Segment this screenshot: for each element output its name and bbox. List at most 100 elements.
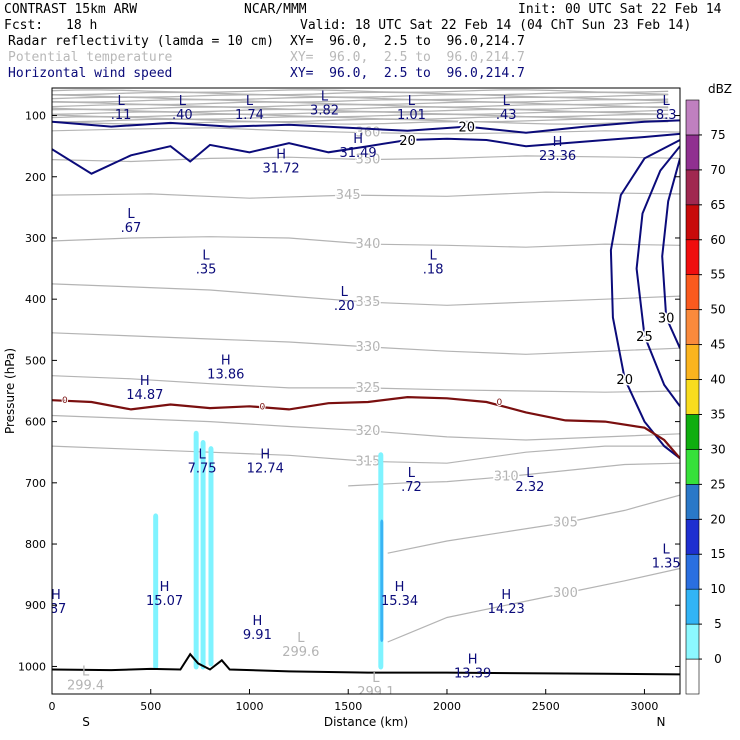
extremum-value: 14.23: [488, 602, 525, 617]
extremum-value: .43: [496, 108, 517, 123]
field-name-wind: Horizontal wind speed: [8, 66, 173, 81]
theta-contour-label: 330: [356, 340, 381, 355]
reflectivity-cell: [380, 519, 384, 642]
theta-contour-line: [387, 567, 680, 643]
x-tick-label: 2500: [532, 700, 560, 713]
extremum-value: 13.86: [207, 368, 244, 383]
theta-contour-line: [52, 127, 680, 135]
freezing-level-label: 0: [259, 402, 265, 412]
colorbar-label: 65: [710, 198, 725, 212]
colorbar-swatch: [685, 553, 700, 590]
theta-contour-line: [52, 283, 680, 306]
org-label: NCAR/MMM: [244, 2, 307, 17]
extremum-value: .35: [196, 262, 217, 277]
extremum-letter: L: [117, 94, 125, 109]
reflectivity-cell: [193, 430, 199, 670]
theta-contour-line: [52, 191, 680, 199]
extremum-value: 299.1: [357, 685, 394, 700]
wind-contour-line: [609, 139, 680, 460]
extremum-letter: H: [468, 652, 478, 667]
colorbar-label: 45: [710, 338, 725, 352]
y-tick-label: 100: [25, 110, 46, 123]
wind-contour-line: [635, 145, 680, 407]
theta-contour-label: 325: [356, 381, 381, 396]
field-xy-wind: XY= 96.0, 2.5 to 96.0,214.7: [290, 66, 525, 81]
extremum-value: 299.4: [67, 679, 104, 694]
extremum-value: 15.34: [381, 594, 418, 609]
theta-contour-line: [52, 155, 680, 163]
theta-contour-line: [52, 332, 680, 355]
extremum-letter: H: [140, 374, 150, 389]
extremum-letter: L: [408, 94, 416, 109]
extremum-value: 12.74: [247, 461, 284, 476]
extremum-value: 2.32: [515, 480, 544, 495]
field-xy-theta: XY= 96.0, 2.5 to 96.0,214.7: [290, 50, 525, 65]
colorbar-swatch: [685, 414, 700, 450]
x-axis-label: Distance (km): [324, 715, 408, 729]
colorbar-label: 15: [710, 547, 725, 561]
extremum-letter: L: [179, 94, 187, 109]
extremum-letter: L: [82, 665, 90, 680]
freezing-level: 0 0 0: [52, 395, 680, 460]
theta-contour-label: 340: [356, 237, 381, 252]
y-tick-label: 200: [25, 171, 46, 184]
upper-theta-line: [52, 96, 669, 101]
extremum-value: 15.07: [146, 594, 183, 609]
theta-contour-label: 315: [356, 454, 381, 469]
colorbar-swatch: [685, 449, 700, 485]
colorbar-swatch: [685, 623, 700, 660]
extremum-value: 23.36: [539, 149, 576, 164]
colorbar-label: 20: [710, 512, 725, 526]
extremum-letter: L: [321, 89, 329, 104]
extremum-value: 3.82: [310, 103, 339, 118]
colorbar-swatch: [685, 344, 700, 380]
reflectivity-cell: [208, 446, 214, 667]
upper-theta-line: [52, 118, 669, 123]
colorbar-label: 0: [714, 652, 722, 666]
colorbar-label: 75: [710, 128, 725, 142]
extremum-letter: H: [501, 588, 511, 603]
extremum-letter: L: [372, 671, 380, 686]
extremum-letter: H: [553, 135, 563, 150]
extremum-letter: H: [51, 588, 61, 603]
extremum-letter: H: [221, 354, 231, 369]
upper-theta-line: [52, 103, 669, 108]
colorbar-swatch: [685, 484, 700, 520]
field-name-reflectivity: Radar reflectivity (lamda = 10 cm): [8, 34, 275, 49]
extremum-letter: L: [663, 542, 671, 557]
extremum-value: .11: [111, 108, 132, 123]
y-tick-label: 1000: [18, 660, 46, 673]
y-tick-label: 400: [25, 293, 46, 306]
upper-theta-line: [52, 98, 669, 103]
colorbar-label: 10: [710, 582, 725, 596]
colorbar-swatch: [685, 309, 700, 345]
y-tick-label: 700: [25, 477, 46, 490]
upper-theta-band: [52, 89, 669, 125]
extremum-value: .20: [334, 299, 355, 314]
colorbar-swatch: [685, 379, 700, 415]
wind-contour-line: [52, 132, 680, 175]
extremum-letter: L: [430, 248, 438, 263]
freezing-level-label: 0: [62, 396, 68, 406]
freezing-level-label: 0: [496, 398, 502, 408]
extremum-letter: H: [276, 147, 286, 162]
field-xy-reflectivity: XY= 96.0, 2.5 to 96.0,214.7: [290, 34, 525, 49]
extremum-letter: L: [127, 207, 135, 222]
extremum-value: 13.39: [454, 666, 491, 681]
x-tick-label: 1000: [235, 700, 263, 713]
x-tick-label: 3000: [630, 700, 658, 713]
plot-frame: [51, 87, 681, 695]
colorbar-label: 25: [710, 477, 725, 491]
reflectivity-cell: [200, 439, 206, 670]
wind-contour-label: 20: [616, 373, 633, 388]
colorbar-label: 35: [710, 407, 725, 421]
theta-contour-label: 335: [356, 295, 381, 310]
extremum-letter: L: [246, 94, 254, 109]
upper-theta-line: [52, 91, 669, 96]
extremum-letter: L: [297, 631, 305, 646]
terrain: [52, 652, 680, 676]
colorbar-swatch: [685, 588, 700, 625]
theta-contour-label: 350: [356, 153, 381, 168]
reflectivity-cell: [153, 513, 159, 670]
